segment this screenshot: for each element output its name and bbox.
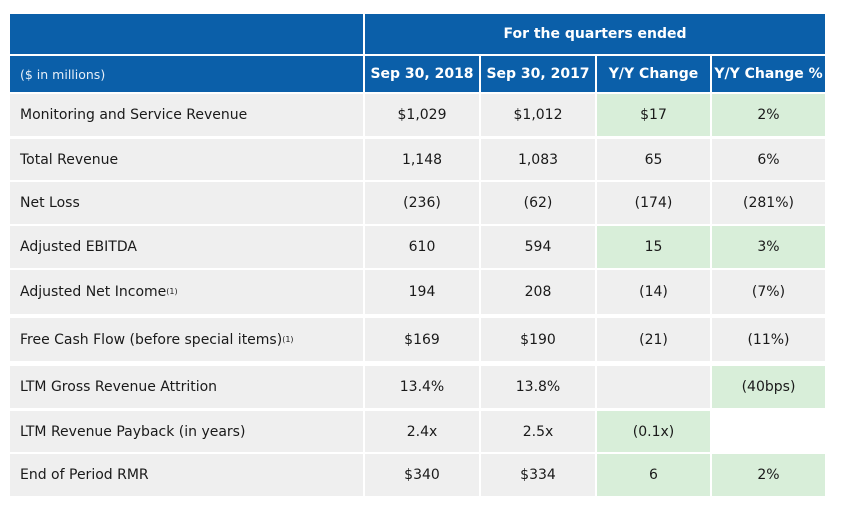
column-header-yy-change-pct: Y/Y Change % [712,56,825,92]
column-header-yy-change: Y/Y Change [597,56,712,92]
table-cell: $340 [365,454,481,496]
row-label: Adjusted EBITDA [10,226,365,268]
span-header-row: For the quarters ended [10,14,825,54]
column-header-sep-2017: Sep 30, 2017 [481,56,597,92]
row-label: Net Loss [10,182,365,224]
column-header-units: ($ in millions) [10,56,365,92]
table-cell: 65 [597,139,712,180]
row-label-text: Adjusted EBITDA [20,239,137,255]
row-label-text: Monitoring and Service Revenue [20,107,248,123]
row-label: Total Revenue [10,139,365,180]
table-cell: 15 [597,226,712,268]
column-header-row: ($ in millions) Sep 30, 2018 Sep 30, 201… [10,56,825,92]
table-cell: 6 [597,454,712,496]
table-cell: 6% [712,139,825,180]
table-cell: (281%) [712,182,825,224]
table-row: Adjusted Net Income (1) 194 208 (14) (7%) [10,270,825,314]
row-label-text: LTM Gross Revenue Attrition [20,379,218,395]
table-cell: 1,083 [481,139,597,180]
table-cell: 2% [712,454,825,496]
table-cell: (62) [481,182,597,224]
table-row: Free Cash Flow (before special items) (1)… [10,318,825,361]
row-label-text: Free Cash Flow (before special items) [20,331,283,348]
table-cell: $17 [597,94,712,136]
row-label-text: LTM Revenue Payback (in years) [20,423,246,440]
row-label: Free Cash Flow (before special items) (1) [10,318,365,361]
row-label-text: Total Revenue [20,151,119,168]
table-row: Total Revenue 1,148 1,083 65 6% [10,139,825,180]
table-row: End of Period RMR $340 $334 6 2% [10,454,825,496]
table-cell: 1,148 [365,139,481,180]
table-cell [597,366,712,408]
table-cell: $1,012 [481,94,597,136]
table-row: Adjusted EBITDA 610 594 15 3% [10,226,825,268]
table-cell: 2.4x [365,411,481,452]
table-cell: 13.4% [365,366,481,408]
row-label-text: Adjusted Net Income [20,284,167,300]
row-label-text: End of Period RMR [20,467,149,483]
table-cell: (174) [597,182,712,224]
table-row: Net Loss (236) (62) (174) (281%) [10,182,825,224]
row-label: LTM Revenue Payback (in years) [10,411,365,452]
table-cell: $190 [481,318,597,361]
row-label: End of Period RMR [10,454,365,496]
table-cell: 208 [481,270,597,314]
span-header-blank [10,14,365,54]
table-cell: 3% [712,226,825,268]
table-cell: (7%) [712,270,825,314]
table-cell: 2.5x [481,411,597,452]
table-cell: (14) [597,270,712,314]
table-row: Monitoring and Service Revenue $1,029 $1,0… [10,94,825,136]
table-cell: 2% [712,94,825,136]
table-cell: (0.1x) [597,411,712,452]
table-cell: $1,029 [365,94,481,136]
column-header-sep-2018: Sep 30, 2018 [365,56,481,92]
table-cell: (236) [365,182,481,224]
table-cell: (21) [597,318,712,361]
table-cell: (40bps) [712,366,825,408]
table-row: LTM Gross Revenue Attrition 13.4% 13.8% (40… [10,366,825,408]
table-cell: 13.8% [481,366,597,408]
row-label: LTM Gross Revenue Attrition [10,366,365,408]
table-cell: $169 [365,318,481,361]
table-cell: 610 [365,226,481,268]
span-header: For the quarters ended [365,14,825,54]
table-row: LTM Revenue Payback (in years) 2.4x 2.5x (0… [10,411,825,452]
table-cell [712,411,825,452]
table-cell: 194 [365,270,481,314]
row-label: Adjusted Net Income (1) [10,270,365,314]
table-cell: 594 [481,226,597,268]
row-label: Monitoring and Service Revenue [10,94,365,136]
table-cell: (11%) [712,318,825,361]
row-label-text: Net Loss [20,195,80,211]
table-cell: $334 [481,454,597,496]
